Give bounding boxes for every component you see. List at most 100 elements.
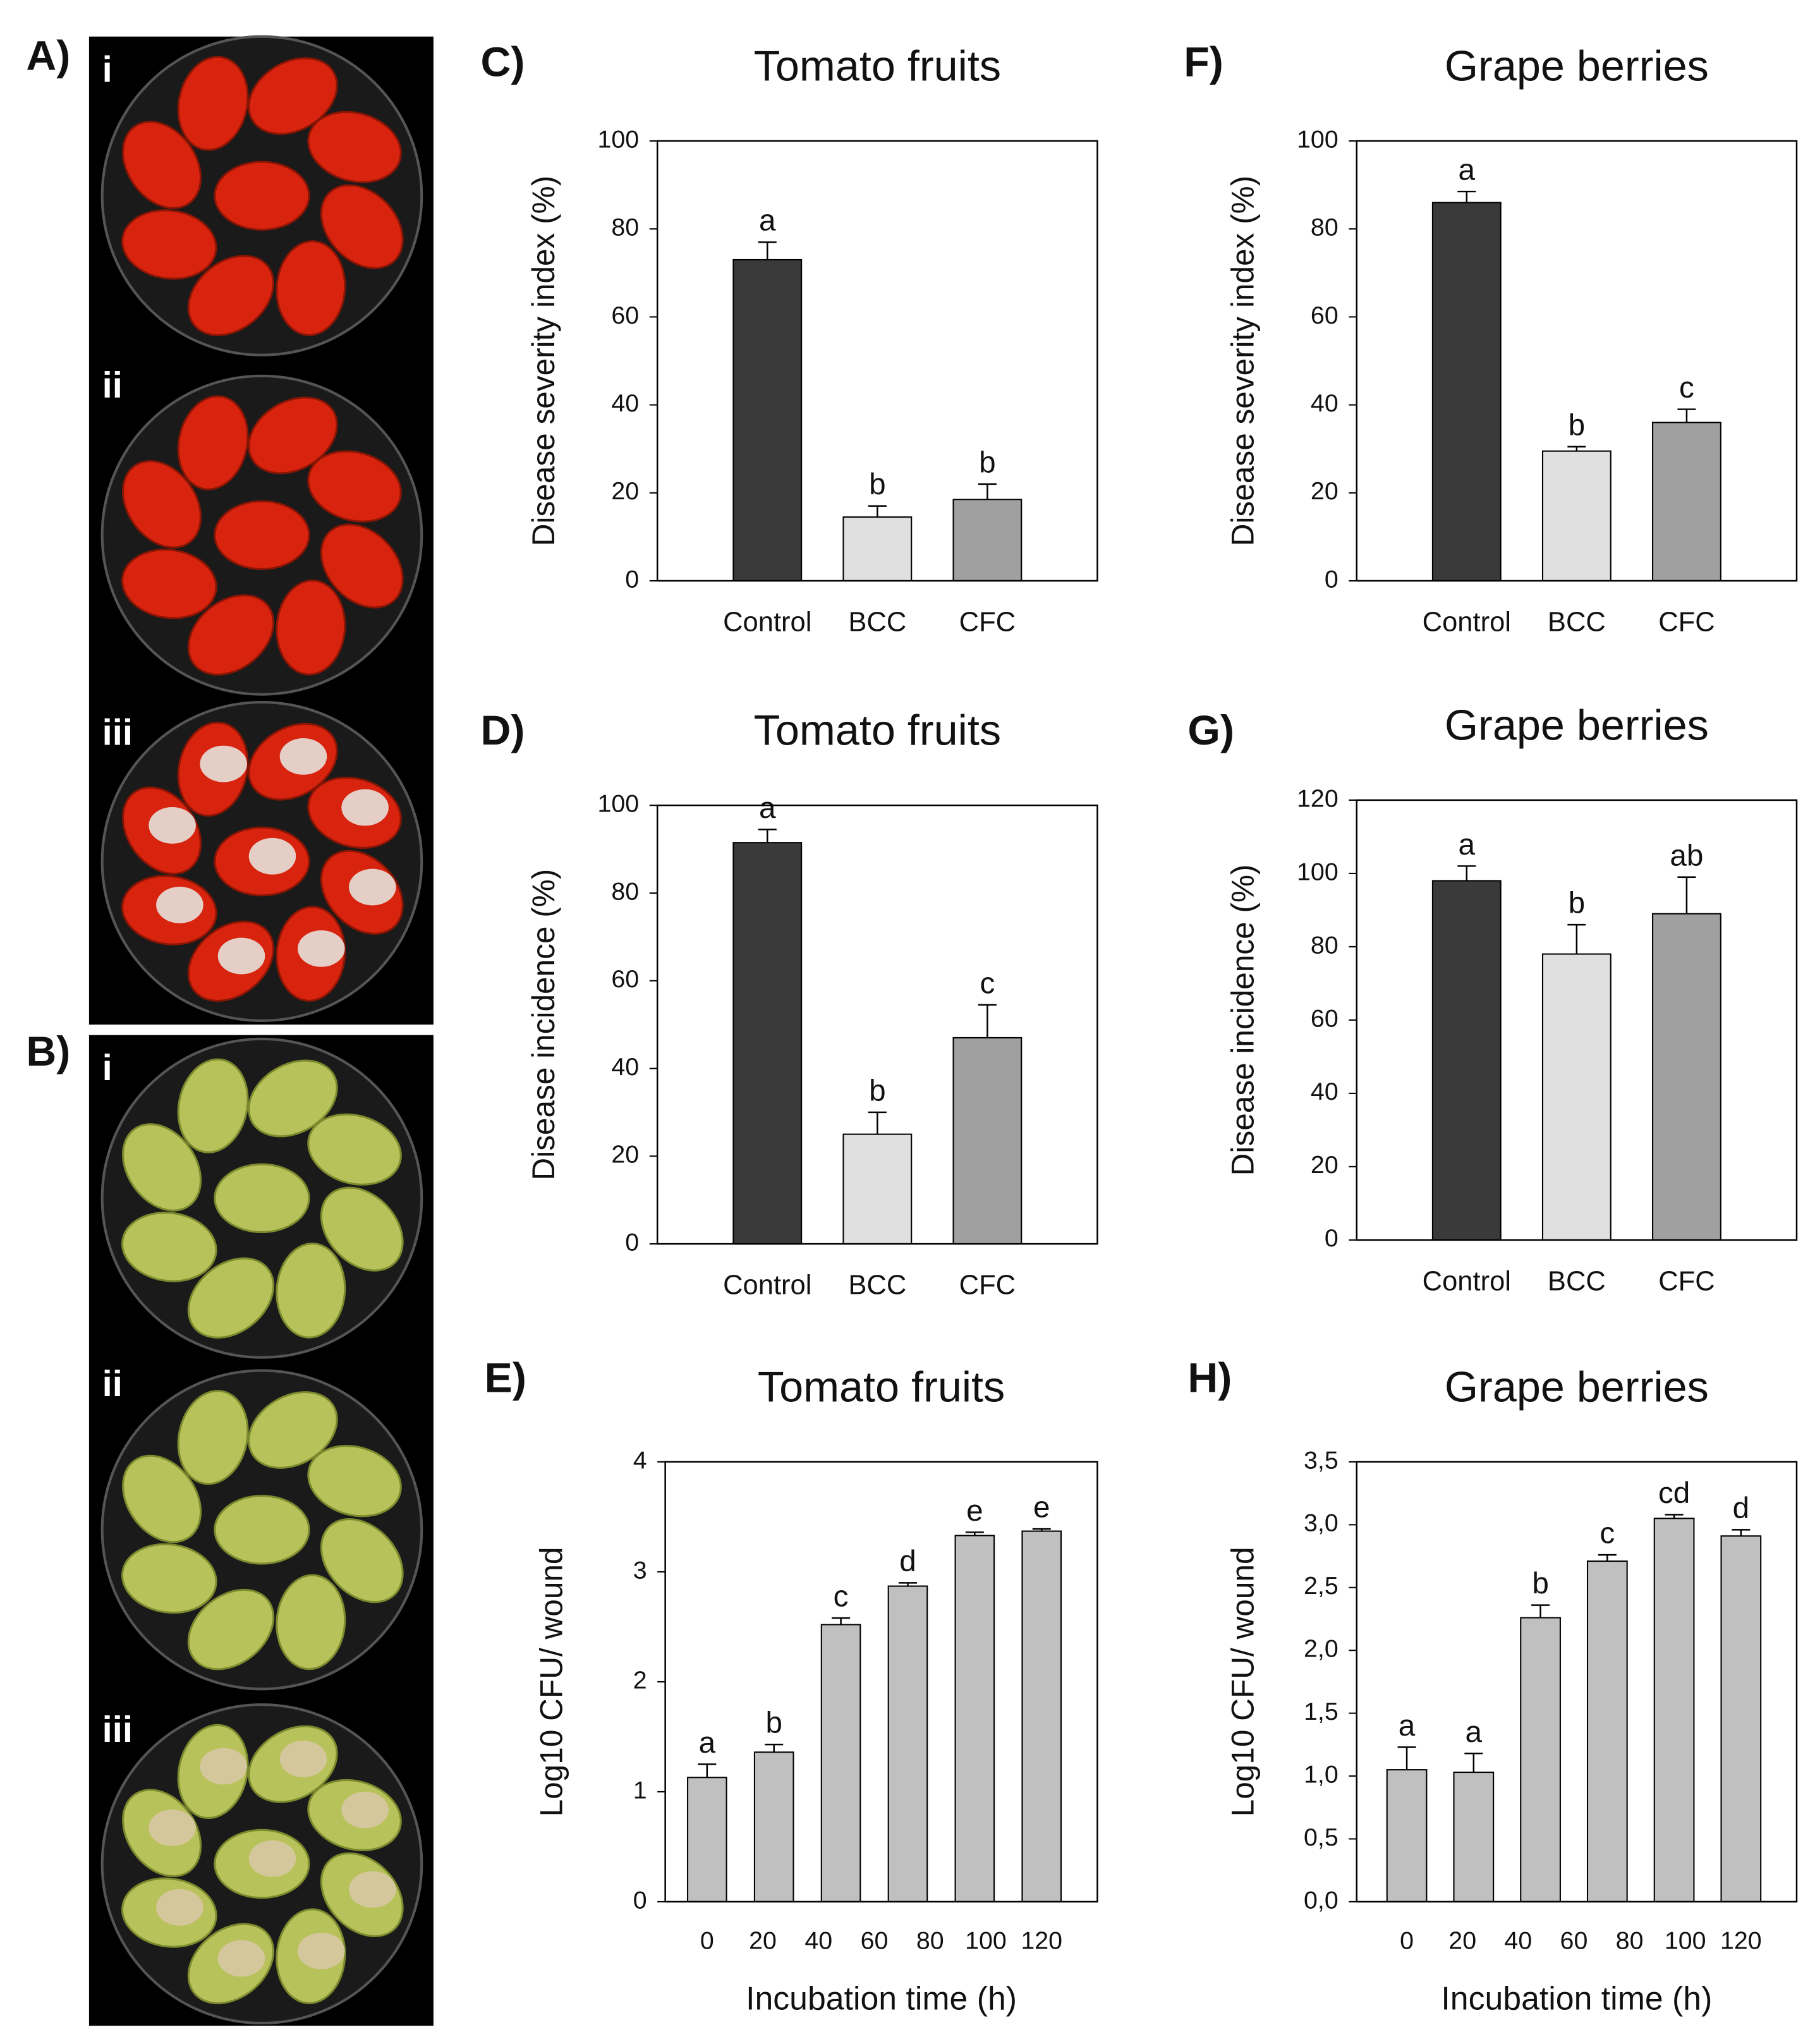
bar [1653, 1518, 1695, 1902]
tomato [177, 395, 249, 490]
mold [248, 837, 296, 875]
x-tick-label: 0 [1400, 1926, 1414, 1954]
y-tick-label: 0,0 [1304, 1886, 1338, 1914]
mold [349, 868, 396, 906]
significance-letter: b [979, 446, 995, 480]
y-tick-label: 60 [1311, 1004, 1338, 1032]
significance-letter: a [1399, 1709, 1416, 1743]
row-label: iii [102, 1710, 133, 1750]
y-axis-label: Log10 CFU/ wound [534, 1547, 569, 1816]
grape [214, 1495, 310, 1565]
y-axis-label: Disease severity index (%) [526, 176, 561, 546]
x-tick-label: 100 [1665, 1926, 1706, 1954]
y-tick-label: 60 [611, 965, 639, 993]
plot-frame [1356, 140, 1798, 582]
y-tick-label: 100 [598, 790, 640, 818]
tomato [276, 580, 346, 676]
mold [200, 1748, 247, 1785]
grape [177, 1058, 249, 1153]
y-axis-label: Log10 CFU/ wound [1225, 1547, 1261, 1816]
y-tick-label: 60 [1311, 301, 1338, 329]
y-tick-label: 100 [598, 125, 640, 153]
bar [1541, 450, 1612, 582]
bar [1720, 1535, 1762, 1902]
x-tick-label: Control [1423, 607, 1511, 638]
mold [156, 1889, 203, 1926]
grape [320, 1518, 404, 1603]
y-tick-label: 1 [633, 1776, 647, 1804]
y-tick-label: 40 [611, 389, 639, 417]
tomato [276, 240, 346, 336]
mold [279, 738, 327, 775]
y-tick-label: 0 [1325, 565, 1338, 593]
significance-letter: b [869, 1074, 885, 1108]
x-tick-label: Control [1423, 1267, 1511, 1297]
bar [842, 516, 913, 582]
significance-letter: c [834, 1580, 849, 1614]
error-bar [758, 829, 777, 843]
x-tick-label: 40 [804, 1926, 832, 1954]
grape [214, 1163, 310, 1234]
grape [121, 1212, 217, 1282]
bar [820, 1624, 861, 1902]
bar [1386, 1769, 1428, 1902]
y-tick-label: 20 [611, 1141, 639, 1169]
y-tick-label: 3 [633, 1556, 647, 1584]
error-bar [1032, 1528, 1051, 1531]
tomato [187, 594, 275, 676]
x-tick-label: 120 [1720, 1926, 1762, 1954]
y-tick-label: 80 [611, 214, 639, 241]
mold [149, 1810, 196, 1846]
bar [952, 1037, 1023, 1245]
error-bar [832, 1617, 851, 1625]
bar [954, 1535, 995, 1902]
y-tick-label: 100 [1297, 858, 1338, 885]
tomato [214, 500, 310, 570]
mold [248, 1840, 296, 1877]
row-label: ii [102, 365, 123, 406]
x-tick-label: BCC [848, 607, 906, 638]
y-tick-label: 20 [1311, 1151, 1338, 1179]
x-axis-label: Incubation time (h) [746, 1980, 1017, 2017]
error-bar [1732, 1529, 1751, 1536]
x-tick-label: Control [723, 607, 811, 638]
error-bar [1457, 190, 1476, 203]
grape [276, 1574, 346, 1670]
y-tick-label: 80 [1311, 214, 1338, 241]
x-tick-label: CFC [1658, 1267, 1715, 1297]
row-label: ii [102, 1364, 123, 1404]
grape [187, 1588, 275, 1670]
y-tick-label: 2,0 [1304, 1635, 1338, 1663]
bar [952, 499, 1023, 582]
significance-letter: b [869, 468, 885, 501]
tomato [248, 57, 338, 135]
y-tick-label: 60 [611, 301, 639, 329]
y-tick-label: 2 [633, 1666, 647, 1694]
y-tick-label: 0 [1325, 1224, 1338, 1252]
panel-label: F) [1184, 39, 1223, 86]
significance-letter: a [1466, 1715, 1483, 1749]
y-tick-label: 0 [633, 1886, 647, 1914]
x-tick-label: CFC [1658, 607, 1715, 638]
x-tick-label: 100 [965, 1926, 1007, 1954]
significance-letter: e [966, 1494, 983, 1528]
chart-title: Tomato fruits [754, 42, 1001, 90]
x-tick-label: CFC [959, 607, 1016, 638]
y-tick-label: 0 [625, 565, 639, 593]
y-tick-label: 120 [1297, 784, 1338, 812]
significance-letter: a [1459, 828, 1476, 861]
plot-frame [656, 140, 1098, 582]
significance-letter: a [759, 791, 776, 825]
tomato [122, 460, 202, 549]
y-tick-label: 2,5 [1304, 1572, 1338, 1600]
tomato [121, 549, 217, 619]
significance-letter: ab [1670, 839, 1703, 872]
mold [341, 789, 389, 826]
grape [276, 1243, 346, 1339]
x-tick-label: 120 [1021, 1926, 1062, 1954]
x-tick-label: 80 [1616, 1926, 1644, 1954]
plot-frame [664, 1461, 1098, 1903]
row-label: i [102, 1048, 112, 1088]
y-tick-label: 0 [625, 1228, 639, 1256]
error-bar [898, 1582, 917, 1586]
